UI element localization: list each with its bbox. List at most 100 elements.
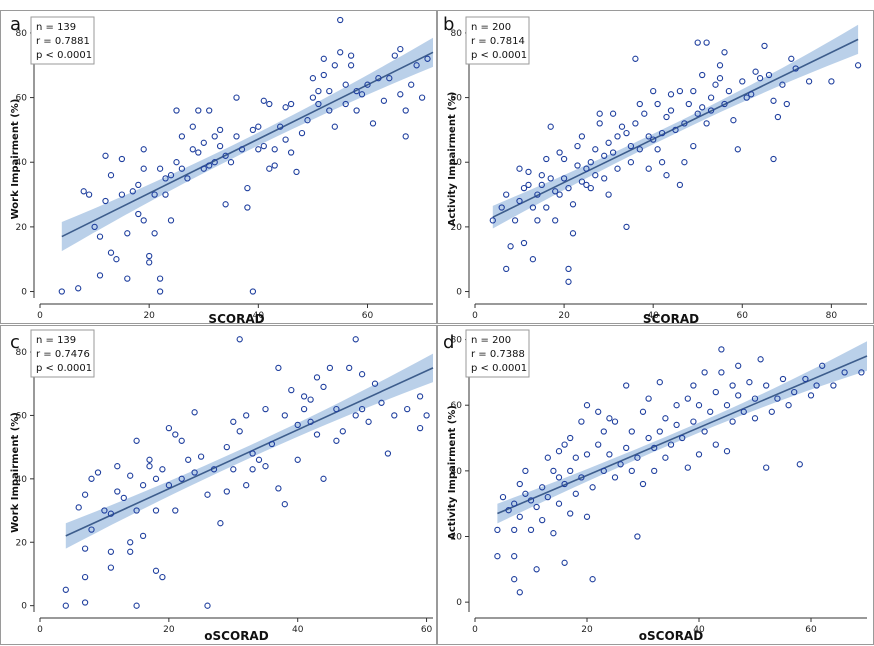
data-point (605, 139, 612, 146)
x-tick-label: 20 (143, 311, 155, 321)
data-point (807, 392, 815, 399)
data-point (342, 81, 349, 88)
data-point (337, 16, 344, 24)
data-point (266, 100, 273, 108)
data-point (369, 120, 377, 127)
data-point (418, 94, 426, 101)
regression-line (497, 355, 868, 515)
data-point (255, 456, 263, 463)
data-point (107, 510, 115, 517)
data-point (792, 65, 799, 72)
data-point (151, 230, 158, 237)
data-point (567, 467, 574, 475)
x-tick-label: 0 (472, 625, 478, 635)
data-point (185, 456, 192, 463)
data-point (189, 146, 196, 153)
data-point (140, 146, 147, 153)
data-point (159, 466, 166, 473)
data-point (632, 55, 639, 62)
data-point (227, 159, 235, 166)
stats-box (465, 16, 530, 65)
data-point (313, 431, 321, 438)
x-tick-label: 60 (421, 625, 433, 635)
data-point (114, 488, 121, 495)
data-point (120, 494, 127, 502)
data-point (331, 62, 338, 69)
data-point (567, 434, 574, 442)
data-point (260, 97, 267, 104)
data-point (413, 62, 420, 69)
data-point (127, 548, 134, 555)
data-point (222, 201, 229, 208)
x-tick-label: 0 (37, 625, 43, 635)
data-point (667, 107, 675, 114)
y-tick-label: 80 (16, 29, 28, 39)
data-point (294, 456, 301, 463)
data-point (135, 181, 142, 189)
data-point (347, 62, 355, 69)
data-point (543, 155, 550, 163)
data-point (761, 42, 768, 50)
data-point (178, 165, 186, 172)
data-point (309, 94, 317, 101)
data-point (552, 217, 559, 224)
data-point (592, 172, 599, 179)
y-tick-label: 80 (451, 336, 463, 346)
panel-frame (0, 325, 437, 645)
data-point (358, 405, 366, 413)
data-point (139, 532, 147, 540)
data-point (152, 475, 160, 482)
data-point (275, 364, 282, 372)
data-point (600, 467, 607, 475)
data-point (511, 217, 519, 224)
data-point (58, 288, 65, 295)
data-point (774, 113, 782, 121)
data-point (402, 107, 409, 114)
data-point (522, 467, 529, 475)
data-point (858, 369, 865, 376)
data-point (505, 507, 512, 514)
stats-line: p < 0.0001 (36, 50, 92, 61)
regression-line (61, 51, 434, 238)
data-point (114, 463, 121, 470)
data-point (499, 493, 507, 501)
x-tick-label: 20 (558, 311, 570, 321)
y-tick-label: 20 (16, 538, 28, 548)
data-point (230, 466, 237, 473)
data-point (695, 402, 703, 409)
data-point (606, 451, 613, 458)
data-point (645, 133, 652, 140)
data-point (249, 288, 257, 295)
data-point (204, 491, 211, 498)
data-point (734, 146, 741, 153)
data-point (735, 392, 742, 399)
data-point (765, 71, 773, 79)
data-point (315, 100, 322, 108)
data-point (503, 191, 510, 198)
data-point (210, 466, 218, 473)
data-point (529, 256, 537, 263)
data-point (271, 146, 278, 153)
data-point (146, 252, 153, 260)
data-point (294, 421, 301, 429)
data-point (191, 409, 198, 416)
data-point (416, 424, 424, 432)
panel-label: c (10, 332, 20, 353)
data-point (636, 146, 643, 153)
data-point (135, 210, 142, 218)
stats-line: r = 0.7388 (471, 349, 525, 360)
x-tick-label: 60 (805, 625, 817, 635)
data-point (62, 586, 69, 593)
stats-line: r = 0.7476 (36, 349, 90, 360)
data-point (701, 428, 708, 435)
panel-b: 0 20 40 60 80 0 20 40 60 80 SCORAD Activity Impairm… (437, 10, 874, 326)
x-tick-label: 0 (37, 311, 43, 321)
data-point (543, 204, 550, 211)
y-tick-label: 40 (451, 467, 463, 477)
data-point (656, 379, 663, 386)
x-tick-label: 80 (826, 311, 838, 321)
data-point (718, 369, 725, 376)
data-point (358, 371, 366, 378)
data-point (391, 412, 398, 419)
data-point (333, 405, 340, 413)
